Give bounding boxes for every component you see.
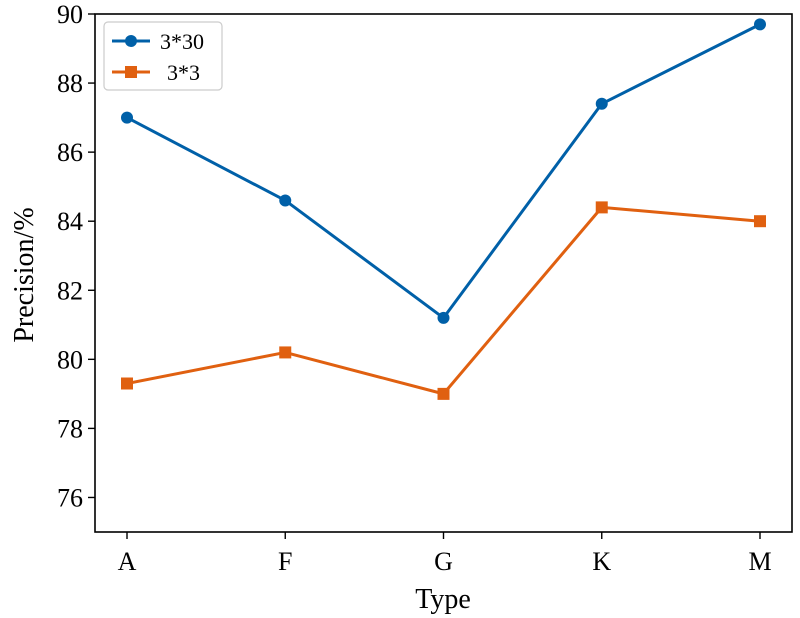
data-point-1-A	[121, 377, 133, 390]
y-tick-label-82: 82	[57, 276, 83, 305]
data-point-0-A	[121, 111, 133, 124]
y-tick-label-80: 80	[57, 345, 83, 374]
x-tick-label-A: A	[118, 547, 137, 576]
y-tick-label-86: 86	[57, 138, 83, 167]
plot-frame	[94, 13, 793, 533]
y-tick-label-78: 78	[57, 414, 83, 443]
data-point-0-F	[279, 194, 292, 207]
legend-marker-3x30	[125, 35, 137, 47]
data-point-0-K	[595, 97, 608, 110]
legend: 3*30 3*3	[103, 21, 223, 91]
data-point-0-M	[754, 18, 766, 31]
data-point-0-G	[437, 311, 450, 324]
data-point-1-K	[595, 201, 608, 214]
legend-label-3x30: 3*30	[160, 29, 204, 54]
legend-marker-3x3	[125, 66, 137, 78]
y-axis-title: Precision/%	[9, 207, 40, 342]
data-point-1-G	[437, 387, 450, 400]
data-point-1-M	[754, 215, 766, 228]
x-tick-label-K: K	[592, 547, 611, 576]
x-tick-label-F: F	[278, 547, 292, 576]
y-tick-label-84: 84	[57, 207, 83, 236]
x-tick-label-G: G	[434, 547, 453, 576]
series-layer	[121, 18, 766, 400]
legend-label-3x3: 3*3	[167, 60, 200, 85]
y-axis: 76 78 80 82 84 86 88 90	[57, 0, 95, 512]
x-axis-title: Type	[415, 584, 471, 615]
y-tick-label-88: 88	[57, 69, 83, 98]
x-tick-label-M: M	[748, 547, 771, 576]
series-line-1	[126, 205, 761, 396]
data-point-1-F	[279, 346, 292, 359]
y-tick-label-90: 90	[57, 0, 83, 29]
y-tick-label-76: 76	[57, 483, 83, 512]
